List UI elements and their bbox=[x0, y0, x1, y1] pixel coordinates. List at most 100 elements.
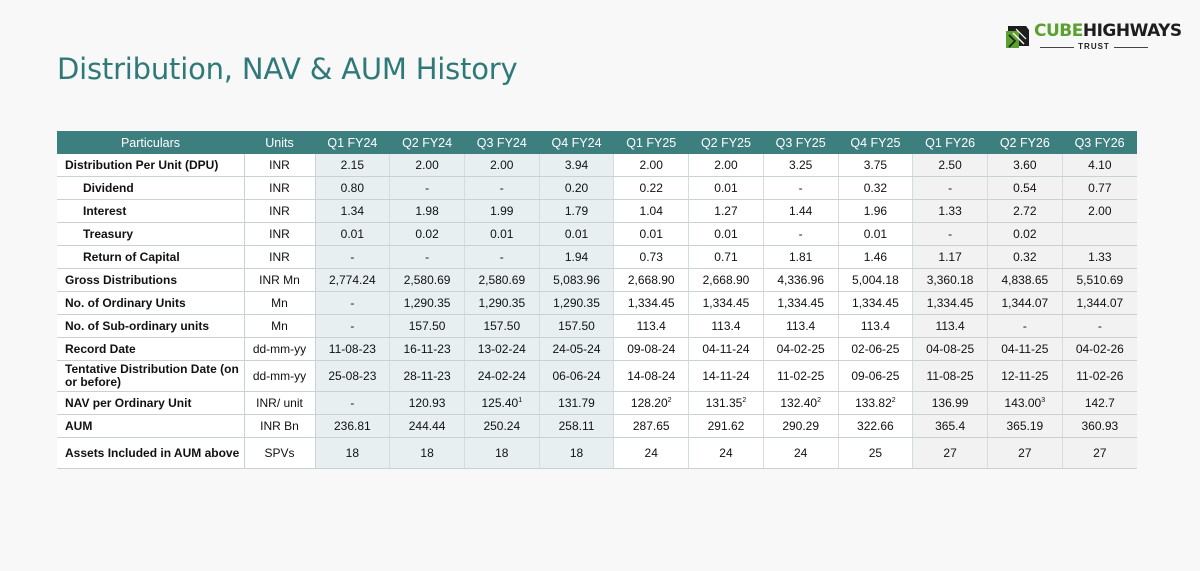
row-label: Return of Capital bbox=[57, 245, 245, 269]
table-row: AUM INR Bn 236.81 244.44 250.24 258.11 287.65 2… bbox=[57, 414, 1137, 438]
cell-value: 24 bbox=[644, 445, 658, 460]
cell-value: - bbox=[798, 226, 803, 241]
table-cell: 0.01 bbox=[315, 222, 391, 246]
table-cell: 0.73 bbox=[613, 245, 690, 269]
table-cell: 128.202 bbox=[613, 391, 690, 415]
column-header: Q1 FY26 bbox=[912, 131, 988, 154]
table-cell: 125.401 bbox=[464, 391, 540, 415]
cell-value: 360.93 bbox=[1081, 418, 1119, 433]
cell-value: 3.94 bbox=[564, 157, 589, 172]
table-cell: - bbox=[315, 291, 391, 315]
cell-value: 113.4 bbox=[786, 318, 816, 333]
row-label: Gross Distributions bbox=[57, 268, 245, 292]
row-label: Tentative Distribution Date (on or befor… bbox=[57, 360, 245, 392]
table-cell: 25 bbox=[838, 437, 914, 469]
cell-value: 11-02-26 bbox=[1076, 368, 1124, 383]
cell-value: 0.01 bbox=[863, 226, 888, 241]
cell-value: 18 bbox=[495, 445, 509, 460]
table-cell: 14-11-24 bbox=[688, 360, 764, 392]
table-cell: 157.50 bbox=[539, 314, 615, 338]
table-cell: 25-08-23 bbox=[315, 360, 391, 392]
cell-value: 0.77 bbox=[1088, 180, 1112, 195]
table-cell: 365.19 bbox=[987, 414, 1063, 438]
cell-value: 157.50 bbox=[558, 318, 595, 333]
table-cell: 18 bbox=[464, 437, 540, 469]
cell-value: 287.65 bbox=[632, 418, 670, 433]
cell-value: 131.35 bbox=[705, 395, 743, 410]
table-cell: 1,334.45 bbox=[838, 291, 914, 315]
cell-value: 113.4 bbox=[711, 318, 741, 333]
cell-value: 2.00 bbox=[415, 157, 439, 172]
cell-value: 1.27 bbox=[714, 203, 738, 218]
table-cell: 1.34 bbox=[315, 199, 391, 223]
table-cell: 1,334.45 bbox=[912, 291, 988, 315]
cell-value: - bbox=[499, 180, 504, 195]
cell-value: 11-02-25 bbox=[777, 368, 825, 383]
table-row: Tentative Distribution Date (on or befor… bbox=[57, 360, 1137, 392]
cell-value: 24-02-24 bbox=[477, 368, 526, 383]
table-cell: 5,510.69 bbox=[1062, 268, 1137, 292]
column-header: Units bbox=[244, 131, 315, 154]
table-cell: 3,360.18 bbox=[912, 268, 988, 292]
cell-value: 290.29 bbox=[782, 418, 820, 433]
table-row: No. of Ordinary Units Mn - 1,290.35 1,290.35… bbox=[57, 291, 1137, 315]
table-cell: 2.00 bbox=[613, 154, 690, 177]
row-unit: INR bbox=[244, 245, 316, 269]
cell-value: 2.15 bbox=[340, 157, 365, 172]
table-row: Gross Distributions INR Mn 2,774.24 2,580.6… bbox=[57, 268, 1137, 292]
table-cell: 0.01 bbox=[838, 222, 914, 246]
cell-value: 1,290.35 bbox=[403, 295, 451, 310]
cell-value: 2,774.24 bbox=[329, 272, 376, 287]
cell-value: 18 bbox=[420, 445, 434, 460]
cell-value: 1.81 bbox=[788, 249, 813, 264]
cell-value: 142.7 bbox=[1084, 395, 1115, 410]
cell-value: 04-08-25 bbox=[926, 341, 975, 356]
table-cell: 18 bbox=[389, 437, 465, 469]
table-cell: 133.822 bbox=[838, 391, 914, 415]
cell-value: 2,580.69 bbox=[403, 272, 451, 287]
table-cell: 1.27 bbox=[688, 199, 764, 223]
table-cell: 2.50 bbox=[912, 154, 988, 177]
footnote-marker: 2 bbox=[891, 396, 896, 404]
cell-value: 132.40 bbox=[780, 395, 818, 410]
cell-value: 13-02-24 bbox=[477, 341, 526, 356]
cell-value: 0.02 bbox=[1013, 226, 1037, 241]
row-unit: INR bbox=[244, 154, 316, 177]
table-cell: 365.4 bbox=[912, 414, 988, 438]
cell-value: 1.98 bbox=[415, 203, 439, 218]
cell-value: 04-02-25 bbox=[776, 341, 825, 356]
table-cell: 0.01 bbox=[464, 222, 540, 246]
table-cell: 2.15 bbox=[315, 154, 391, 177]
column-header: Q2 FY24 bbox=[389, 131, 465, 154]
cell-value: 244.44 bbox=[408, 418, 446, 433]
cell-value: 14-08-24 bbox=[627, 368, 676, 383]
table-cell: 287.65 bbox=[613, 414, 690, 438]
cell-value: 3.75 bbox=[863, 157, 888, 172]
table-cell: 1,334.45 bbox=[688, 291, 764, 315]
cell-value: - bbox=[350, 295, 355, 310]
table-cell: 1.79 bbox=[539, 199, 615, 223]
cell-value: 4,336.96 bbox=[777, 272, 825, 287]
table-cell: 113.4 bbox=[912, 314, 988, 338]
cell-value: 1.79 bbox=[564, 203, 589, 218]
table-cell: 0.01 bbox=[539, 222, 615, 246]
table-cell: 28-11-23 bbox=[389, 360, 465, 392]
table-cell: - bbox=[912, 222, 988, 246]
cell-value: 291.62 bbox=[707, 418, 745, 433]
cube-highways-logo: CUBEHIGHWAYS TRUST bbox=[1004, 20, 1182, 56]
cell-value: 1.99 bbox=[490, 203, 514, 218]
table-cell: - bbox=[763, 222, 839, 246]
cell-value: 2,668.90 bbox=[702, 272, 750, 287]
table-cell: 5,083.96 bbox=[539, 268, 615, 292]
cell-value: 1.44 bbox=[788, 203, 813, 218]
logo-wordmark: CUBEHIGHWAYS bbox=[1034, 21, 1182, 41]
cell-value: 04-02-26 bbox=[1075, 341, 1124, 356]
footnote-marker: 3 bbox=[1041, 396, 1046, 404]
cell-value: 1,334.45 bbox=[926, 295, 974, 310]
row-label: Interest bbox=[57, 199, 245, 223]
cell-value: 0.01 bbox=[639, 226, 663, 241]
cell-value: 113.4 bbox=[860, 318, 890, 333]
cell-value: 0.01 bbox=[714, 226, 738, 241]
row-label: Assets Included in AUM above bbox=[57, 437, 245, 469]
table-cell: 4,336.96 bbox=[763, 268, 839, 292]
